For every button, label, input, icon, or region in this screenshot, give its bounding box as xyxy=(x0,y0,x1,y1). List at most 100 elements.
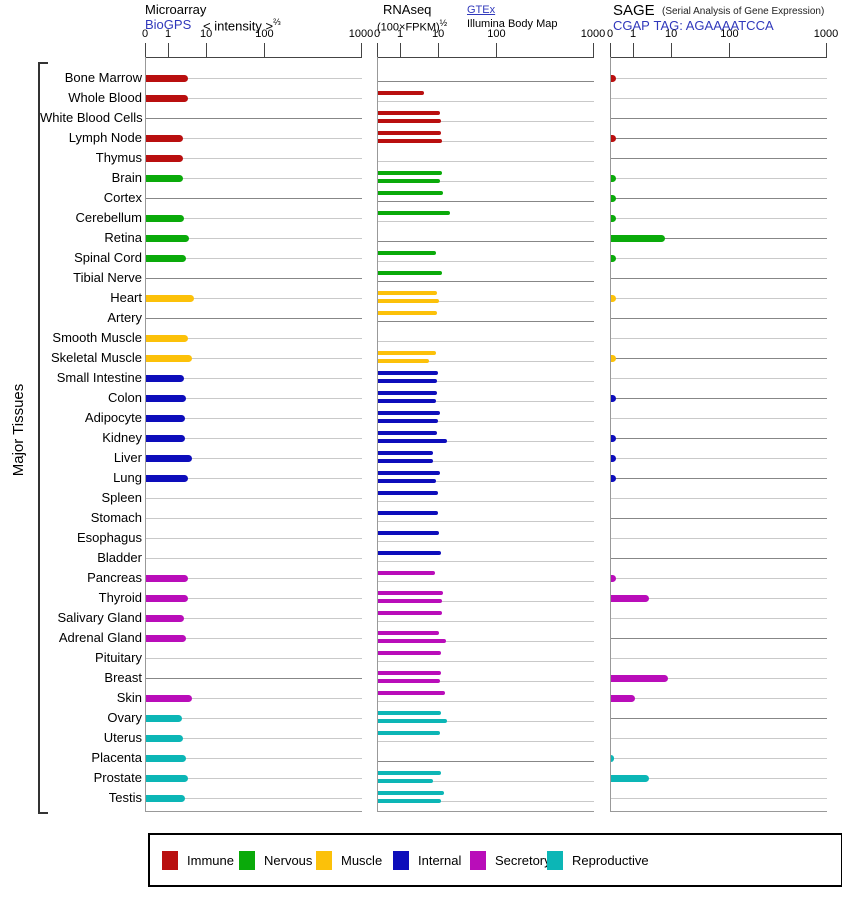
sage-row-line xyxy=(611,678,827,679)
microarray-row-line xyxy=(146,658,362,659)
muscle-color-swatch xyxy=(316,850,332,870)
sage-bar-colon xyxy=(611,395,616,402)
tissue-label: Lung xyxy=(113,470,142,485)
microarray-row-line xyxy=(146,538,362,539)
legend-label: Nervous xyxy=(264,852,313,868)
sage-title: SAGE xyxy=(613,2,655,19)
sage-row-line xyxy=(611,78,827,79)
internal-color-swatch xyxy=(393,850,409,870)
rnaseq-row-line xyxy=(378,801,594,802)
rnaseq-gtex-bar-uterus xyxy=(378,731,441,735)
microarray-bar-testis xyxy=(146,795,185,802)
microarray-bar-spinal-cord xyxy=(146,255,187,262)
sage-row-line xyxy=(611,378,827,379)
rnaseq-gtex-bar-skin xyxy=(378,691,445,695)
tissue-label: Retina xyxy=(104,230,142,245)
microarray-bar-skeletal-muscle xyxy=(146,355,193,362)
fpkm-scale-label: (100×FPKM)½ xyxy=(377,18,447,34)
rnaseq-gtex-bar-thyroid xyxy=(378,591,444,595)
microarray-bar-small-intestine xyxy=(146,375,185,382)
tissue-label: Stomach xyxy=(90,510,142,525)
biogps-link[interactable]: BioGPS xyxy=(145,17,192,32)
sage-row-line xyxy=(611,458,827,459)
tissue-label: Heart xyxy=(110,290,142,305)
rnaseq-illumina-bar-lung xyxy=(378,479,437,483)
rnaseq-illumina-bar-skeletal-muscle xyxy=(378,359,430,363)
rnaseq-gtex-bar-tibial-nerve xyxy=(378,271,442,275)
microarray-tick-label: 1000 xyxy=(348,28,374,40)
rnaseq-axis-line xyxy=(377,57,594,58)
rnaseq-row-line xyxy=(378,401,594,402)
microarray-row-line xyxy=(146,438,362,439)
tissue-label: Pancreas xyxy=(87,570,142,585)
rnaseq-tick-label: 0 xyxy=(373,28,381,40)
microarray-row-line xyxy=(146,678,362,679)
rnaseq-illumina-bar-lymph-node xyxy=(378,139,442,143)
sage-row-line xyxy=(611,558,827,559)
sage-bar-skin xyxy=(611,695,635,702)
tissue-label: Testis xyxy=(108,790,142,805)
tissue-label: Skin xyxy=(116,690,142,705)
rnaseq-gtex-bar-testis xyxy=(378,791,444,795)
rnaseq-row-line xyxy=(378,321,594,322)
rnaseq-gtex-bar-brain xyxy=(378,171,442,175)
rnaseq-illumina-bar-thyroid xyxy=(378,599,442,603)
rnaseq-row-line xyxy=(378,241,594,242)
microarray-row-line xyxy=(146,358,362,359)
sage-row-line xyxy=(611,598,827,599)
major-tissues-bracket xyxy=(38,62,48,814)
microarray-bar-pancreas xyxy=(146,575,189,582)
tissue-label: Uterus xyxy=(103,730,142,745)
microarray-bar-uterus xyxy=(146,735,183,742)
sage-row-line xyxy=(611,438,827,439)
sage-tick-label: 0 xyxy=(606,28,614,40)
rnaseq-row-line xyxy=(378,81,594,82)
sage-row-line xyxy=(611,578,827,579)
rnaseq-row-line xyxy=(378,221,594,222)
sage-bar-retina xyxy=(611,235,666,242)
legend-label: Reproductive xyxy=(572,852,649,868)
sage-row-line xyxy=(611,698,827,699)
rnaseq-gtex-bar-skeletal-muscle xyxy=(378,351,437,355)
rnaseq-axis-left-line xyxy=(377,57,378,812)
rnaseq-row-line xyxy=(378,121,594,122)
rnaseq-illumina-bar-liver xyxy=(378,459,433,463)
secretory-color-swatch xyxy=(470,850,486,870)
rnaseq-gtex-bar-breast xyxy=(378,671,442,675)
tissue-label: Bladder xyxy=(97,550,142,565)
rnaseq-row-line xyxy=(378,741,594,742)
rnaseq-row-line xyxy=(378,441,594,442)
sage-tick-label: 1000 xyxy=(813,28,839,40)
rnaseq-gtex-bar-ovary xyxy=(378,711,442,715)
rnaseq-illumina-bar-ovary xyxy=(378,719,447,723)
cgap-link[interactable]: CGAP xyxy=(613,18,650,33)
rnaseq-illumina-bar-kidney xyxy=(378,439,447,443)
sage-row-line xyxy=(611,298,827,299)
microarray-row-line xyxy=(146,738,362,739)
sage-axis-line xyxy=(610,57,827,58)
sage-panel: 0 1 10 100 1000 xyxy=(607,0,838,815)
tissue-label: Esophagus xyxy=(76,530,142,545)
rnaseq-gtex-bar-cerebellum xyxy=(378,211,450,215)
microarray-row-line xyxy=(146,558,362,559)
gtex-link[interactable]: GTEx xyxy=(467,4,496,16)
rnaseq-row-line xyxy=(378,721,594,722)
sage-row-line xyxy=(611,538,827,539)
microarray-bar-thyroid xyxy=(146,595,189,602)
tissue-label: Spinal Cord xyxy=(74,250,142,265)
sage-bar-bone-marrow xyxy=(611,75,616,82)
legend-item-immune: Immune xyxy=(162,850,239,870)
reproductive-color-swatch xyxy=(547,850,563,870)
sage-tick-label: 100 xyxy=(720,28,739,40)
microarray-bar-thymus xyxy=(146,155,183,162)
microarray-row-line xyxy=(146,418,362,419)
rnaseq-gtex-bar-artery xyxy=(378,311,438,315)
sage-row-line xyxy=(611,498,827,499)
sage-bar-cerebellum xyxy=(611,215,616,222)
sage-row-line xyxy=(611,638,827,639)
tissue-label: Breast xyxy=(104,670,142,685)
sage-tick-mark xyxy=(633,43,635,57)
rnaseq-gtex-bar-bladder xyxy=(378,551,442,555)
tissue-label: Skeletal Muscle xyxy=(50,350,142,365)
